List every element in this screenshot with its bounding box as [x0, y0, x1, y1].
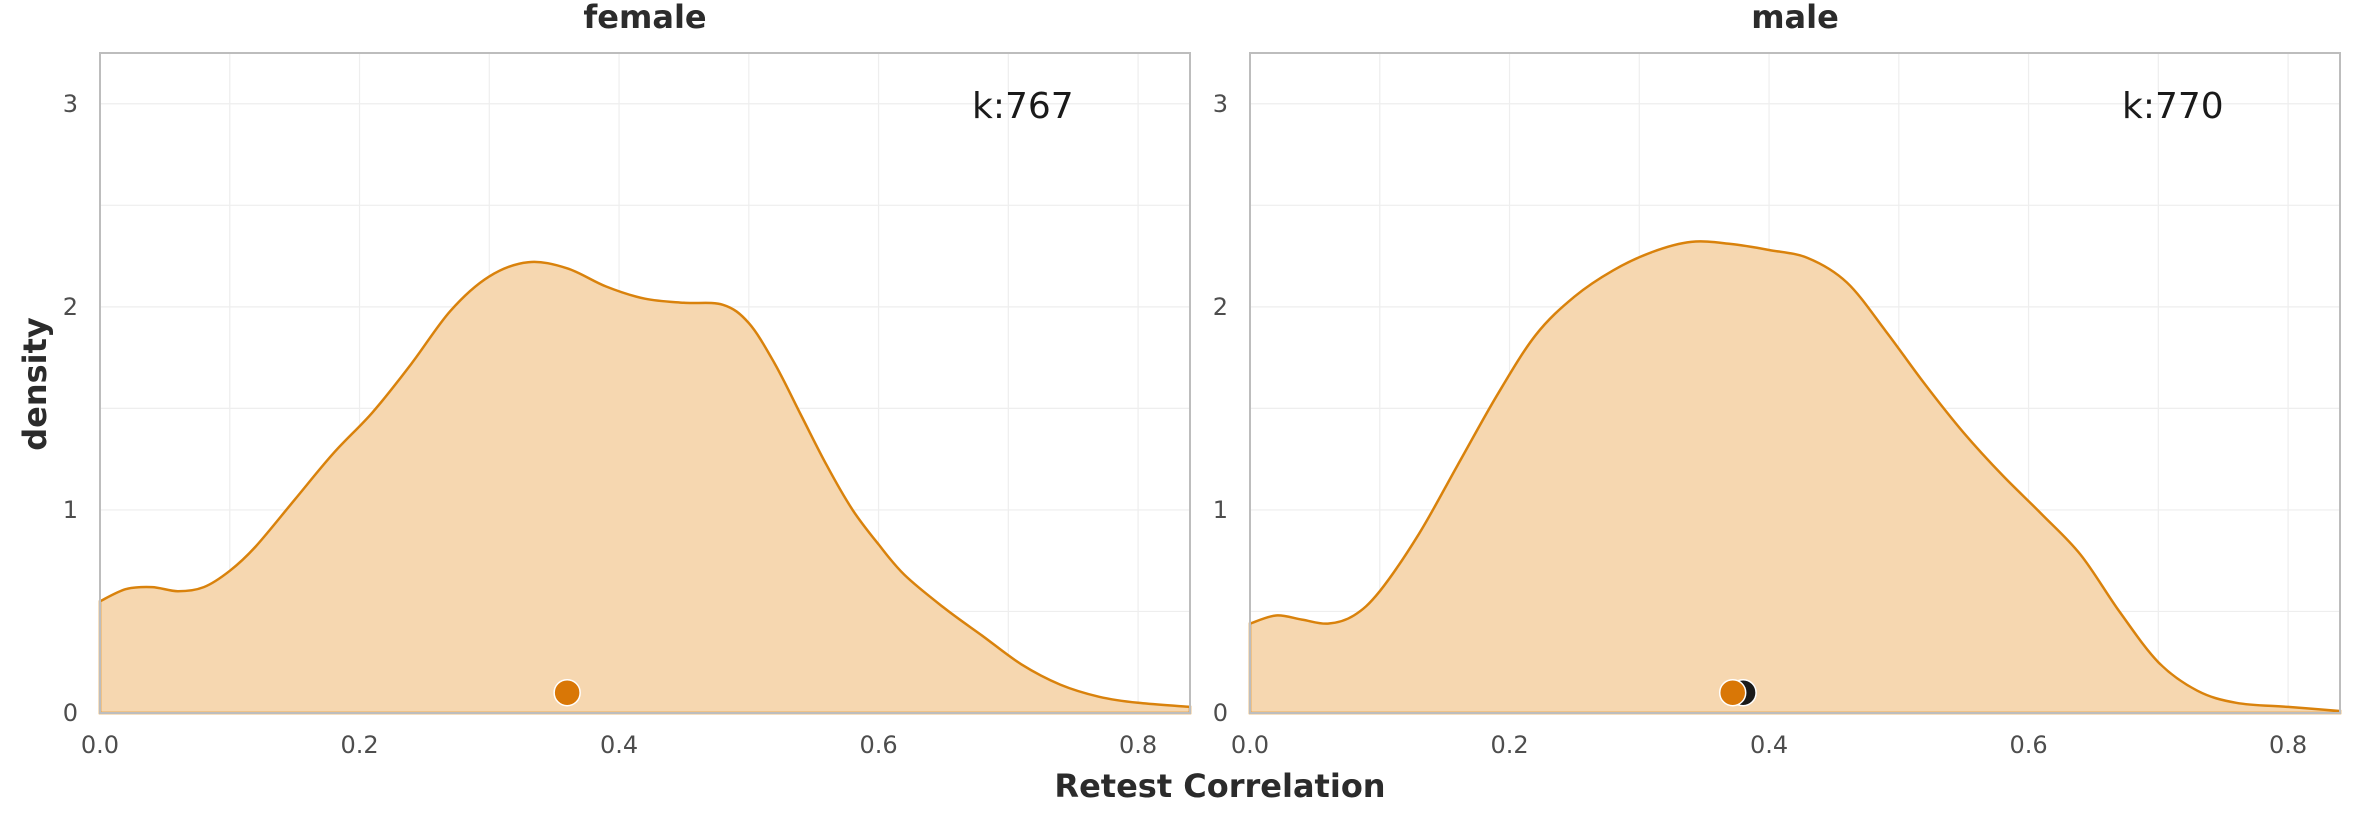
- k-count-label: k:770: [2122, 86, 2224, 127]
- mean-point: [1718, 678, 1747, 707]
- panel-border: [1249, 52, 2341, 714]
- x-tick-label: 0.8: [2269, 731, 2307, 759]
- x-tick-label: 0.4: [1750, 731, 1788, 759]
- panel-title: female: [583, 0, 706, 36]
- panel-border: [99, 52, 1191, 714]
- panel-female: 0.0 0.2 0.4 0.6 0.8 0 1 2 3 female k:767: [63, 0, 1192, 759]
- y-tick-label: 3: [63, 90, 78, 118]
- panel-male: 0.0 0.2 0.4 0.6 0.8 0 1 2 3 male k:770: [1213, 0, 2342, 759]
- density-area-female: [98, 260, 1192, 715]
- y-axis-title: density: [16, 317, 54, 451]
- mean-point: [553, 678, 581, 707]
- y-tick-label: 3: [1213, 90, 1228, 118]
- x-tick-label: 0.6: [2009, 731, 2047, 759]
- x-tick-label: 0.2: [1490, 731, 1528, 759]
- y-tick-label: 2: [1213, 293, 1228, 321]
- y-tick-label: 0: [1213, 699, 1228, 727]
- x-tick-label: 0.8: [1119, 731, 1157, 759]
- x-tick-label: 0.6: [859, 731, 897, 759]
- panel-title: male: [1751, 0, 1839, 36]
- k-count-label: k:767: [972, 86, 1074, 127]
- x-tick-label: 0.2: [340, 731, 378, 759]
- x-tick-label: 0.0: [81, 731, 119, 759]
- y-tick-label: 2: [63, 293, 78, 321]
- x-tick-label: 0.4: [600, 731, 638, 759]
- density-area-male: [1248, 240, 2342, 715]
- y-tick-label: 1: [63, 496, 78, 524]
- x-tick-label: 0.0: [1231, 731, 1269, 759]
- y-tick-label: 0: [63, 699, 78, 727]
- x-axis-title: Retest Correlation: [1054, 767, 1385, 805]
- y-tick-label: 1: [1213, 496, 1228, 524]
